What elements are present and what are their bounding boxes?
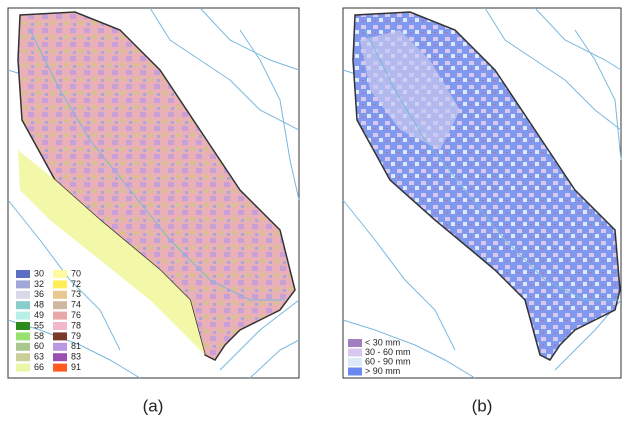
- legend-label: 55: [34, 320, 44, 330]
- legend-swatch: [53, 343, 67, 351]
- legend-label: 66: [34, 362, 44, 372]
- legend-label: 83: [71, 352, 81, 362]
- legend-swatch: [348, 349, 362, 357]
- legend-label: < 30 mm: [365, 337, 400, 347]
- legend-swatch: [16, 270, 30, 278]
- legend-label: 72: [71, 279, 81, 289]
- legend-label: 81: [71, 341, 81, 351]
- legend-swatch: [53, 322, 67, 330]
- legend-label: 63: [34, 352, 44, 362]
- legend-swatch: [53, 332, 67, 340]
- legend-swatch: [16, 322, 30, 330]
- legend-swatch: [53, 280, 67, 288]
- legend-label: 36: [34, 289, 44, 299]
- legend-swatch: [16, 291, 30, 299]
- legend-label: 48: [34, 300, 44, 310]
- legend-label: 91: [71, 362, 81, 372]
- legend-label: > 90 mm: [365, 366, 400, 376]
- legend-swatch: [53, 364, 67, 372]
- legend-swatch: [16, 353, 30, 361]
- caption: (a): [143, 396, 164, 415]
- legend-swatch: [53, 301, 67, 309]
- legend-label: 79: [71, 331, 81, 341]
- legend-label: 58: [34, 331, 44, 341]
- legend-label: 60: [34, 341, 44, 351]
- legend-swatch: [16, 343, 30, 351]
- legend-swatch: [16, 312, 30, 320]
- legend-swatch: [16, 332, 30, 340]
- legend-swatch: [16, 280, 30, 288]
- legend-label: 74: [71, 300, 81, 310]
- legend-swatch: [348, 358, 362, 366]
- legend-swatch: [53, 270, 67, 278]
- legend-swatch: [53, 312, 67, 320]
- map-a: [8, 8, 299, 378]
- legend-label: 70: [71, 268, 81, 278]
- legend-label: 32: [34, 279, 44, 289]
- legend-label: 73: [71, 289, 81, 299]
- map-b: [343, 8, 621, 378]
- legend-swatch: [53, 291, 67, 299]
- caption: (b): [472, 396, 493, 415]
- legend-label: 30: [34, 268, 44, 278]
- legend-label: 30 - 60 mm: [365, 347, 411, 357]
- legend-swatch: [16, 301, 30, 309]
- legend-swatch: [348, 368, 362, 376]
- legend-swatch: [16, 364, 30, 372]
- legend-swatch: [53, 353, 67, 361]
- figure: (a) (b) 30323648495558606366 707273747678…: [0, 0, 625, 447]
- legend-label: 78: [71, 320, 81, 330]
- legend-label: 76: [71, 310, 81, 320]
- legend-label: 49: [34, 310, 44, 320]
- legend-swatch: [348, 339, 362, 347]
- legend-label: 60 - 90 mm: [365, 356, 411, 366]
